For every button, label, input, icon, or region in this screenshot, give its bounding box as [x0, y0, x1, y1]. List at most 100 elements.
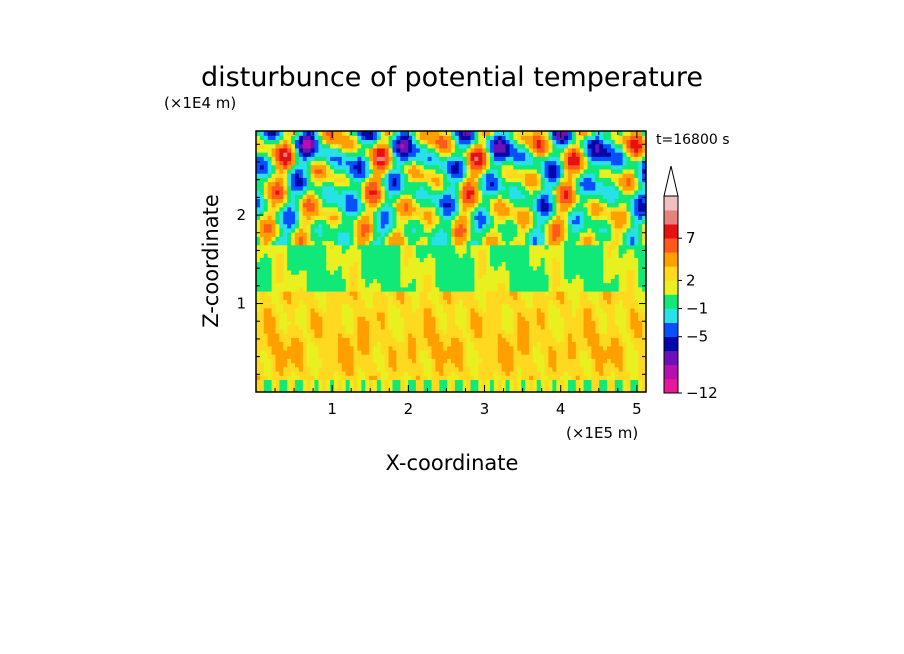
heat-cell [392, 240, 397, 246]
heat-cell [365, 341, 370, 347]
heat-cell [310, 219, 316, 225]
heat-cell [517, 181, 522, 187]
heat-cell [400, 282, 405, 288]
heat-cell [638, 198, 643, 204]
heat-cell [630, 236, 635, 242]
heat-cell [505, 337, 511, 343]
heat-cell [451, 316, 456, 322]
heat-cell [583, 257, 589, 263]
heat-cell [302, 215, 308, 220]
heat-cell [404, 202, 409, 208]
heat-cell [275, 328, 280, 334]
heat-cell [626, 299, 631, 305]
heat-cell [295, 232, 300, 237]
heat-cell [361, 282, 366, 288]
heat-cell [306, 269, 312, 275]
heat-cell [380, 316, 386, 322]
heat-cell [408, 189, 413, 195]
heat-cell [626, 223, 631, 229]
heat-cell [349, 354, 355, 359]
heat-cell [295, 303, 300, 309]
heat-cell [419, 257, 425, 263]
heat-cell [376, 240, 382, 246]
heat-cell [326, 303, 331, 309]
heat-cell [431, 366, 436, 372]
heat-cell [431, 265, 436, 271]
heat-cell [579, 312, 585, 317]
heat-cell [431, 210, 436, 216]
heat-cell [564, 244, 569, 250]
heat-cell [642, 379, 646, 385]
heat-cell [517, 185, 522, 191]
heat-cell [357, 269, 362, 275]
heat-cell [341, 210, 347, 216]
heat-cell [583, 307, 589, 313]
heat-cell [330, 333, 335, 338]
heat-cell [435, 194, 440, 199]
heat-cell [599, 223, 604, 229]
heat-cell [256, 345, 261, 351]
heat-cell [419, 337, 425, 343]
heat-cell [314, 274, 319, 279]
heat-cell [408, 198, 413, 204]
heat-cell [337, 333, 343, 338]
heat-cell [439, 299, 444, 305]
heat-cell [525, 295, 530, 300]
heat-cell [610, 269, 616, 275]
heat-cell [322, 282, 327, 288]
heat-cell [630, 341, 635, 347]
heat-cell [478, 253, 483, 258]
heat-cell [267, 387, 273, 392]
heat-cell [373, 316, 378, 322]
heat-cell [521, 215, 526, 220]
heat-cell [365, 383, 370, 389]
heat-cell [556, 269, 561, 275]
heat-cell [579, 261, 585, 267]
heat-cell [408, 383, 413, 389]
heat-cell [447, 379, 452, 385]
heat-cell [478, 194, 483, 199]
heat-cell [505, 282, 511, 288]
heat-cell [373, 189, 378, 195]
heat-cell [271, 375, 277, 380]
heat-cell [575, 379, 581, 385]
heat-cell [400, 189, 405, 195]
heat-cell [396, 219, 401, 225]
heat-cell [439, 295, 444, 300]
heat-cell [591, 370, 596, 376]
heat-cell [283, 316, 288, 322]
heat-cell [501, 366, 507, 372]
heat-cell [267, 232, 273, 237]
heat-cell [579, 219, 585, 225]
heat-cell [431, 181, 436, 187]
heat-cell [509, 282, 514, 288]
heat-cell [486, 185, 491, 191]
heat-cell [279, 265, 284, 271]
heat-cell [267, 383, 273, 389]
heat-cell [560, 354, 565, 359]
heat-cell [439, 210, 444, 216]
heat-cell [642, 257, 646, 263]
heat-cell [341, 274, 347, 279]
heat-cell [493, 210, 499, 216]
heat-cell [326, 290, 331, 296]
heat-cell [493, 312, 499, 317]
heat-cell [591, 354, 596, 359]
heat-cell [610, 244, 616, 250]
heat-cell [361, 324, 366, 330]
heat-cell [439, 265, 444, 271]
heat-cell [536, 366, 542, 372]
heat-cell [447, 295, 452, 300]
heat-cell [626, 198, 631, 204]
heat-cell [365, 312, 370, 317]
heat-cell [470, 358, 475, 364]
heat-cell [310, 324, 316, 330]
heat-cell [443, 189, 448, 195]
heat-cell [638, 215, 643, 220]
heat-cell [357, 320, 362, 326]
heat-cell [435, 362, 440, 368]
heat-cell [357, 185, 362, 191]
heat-cell [532, 219, 538, 225]
heat-cell [353, 269, 358, 275]
heat-cell [622, 349, 628, 355]
